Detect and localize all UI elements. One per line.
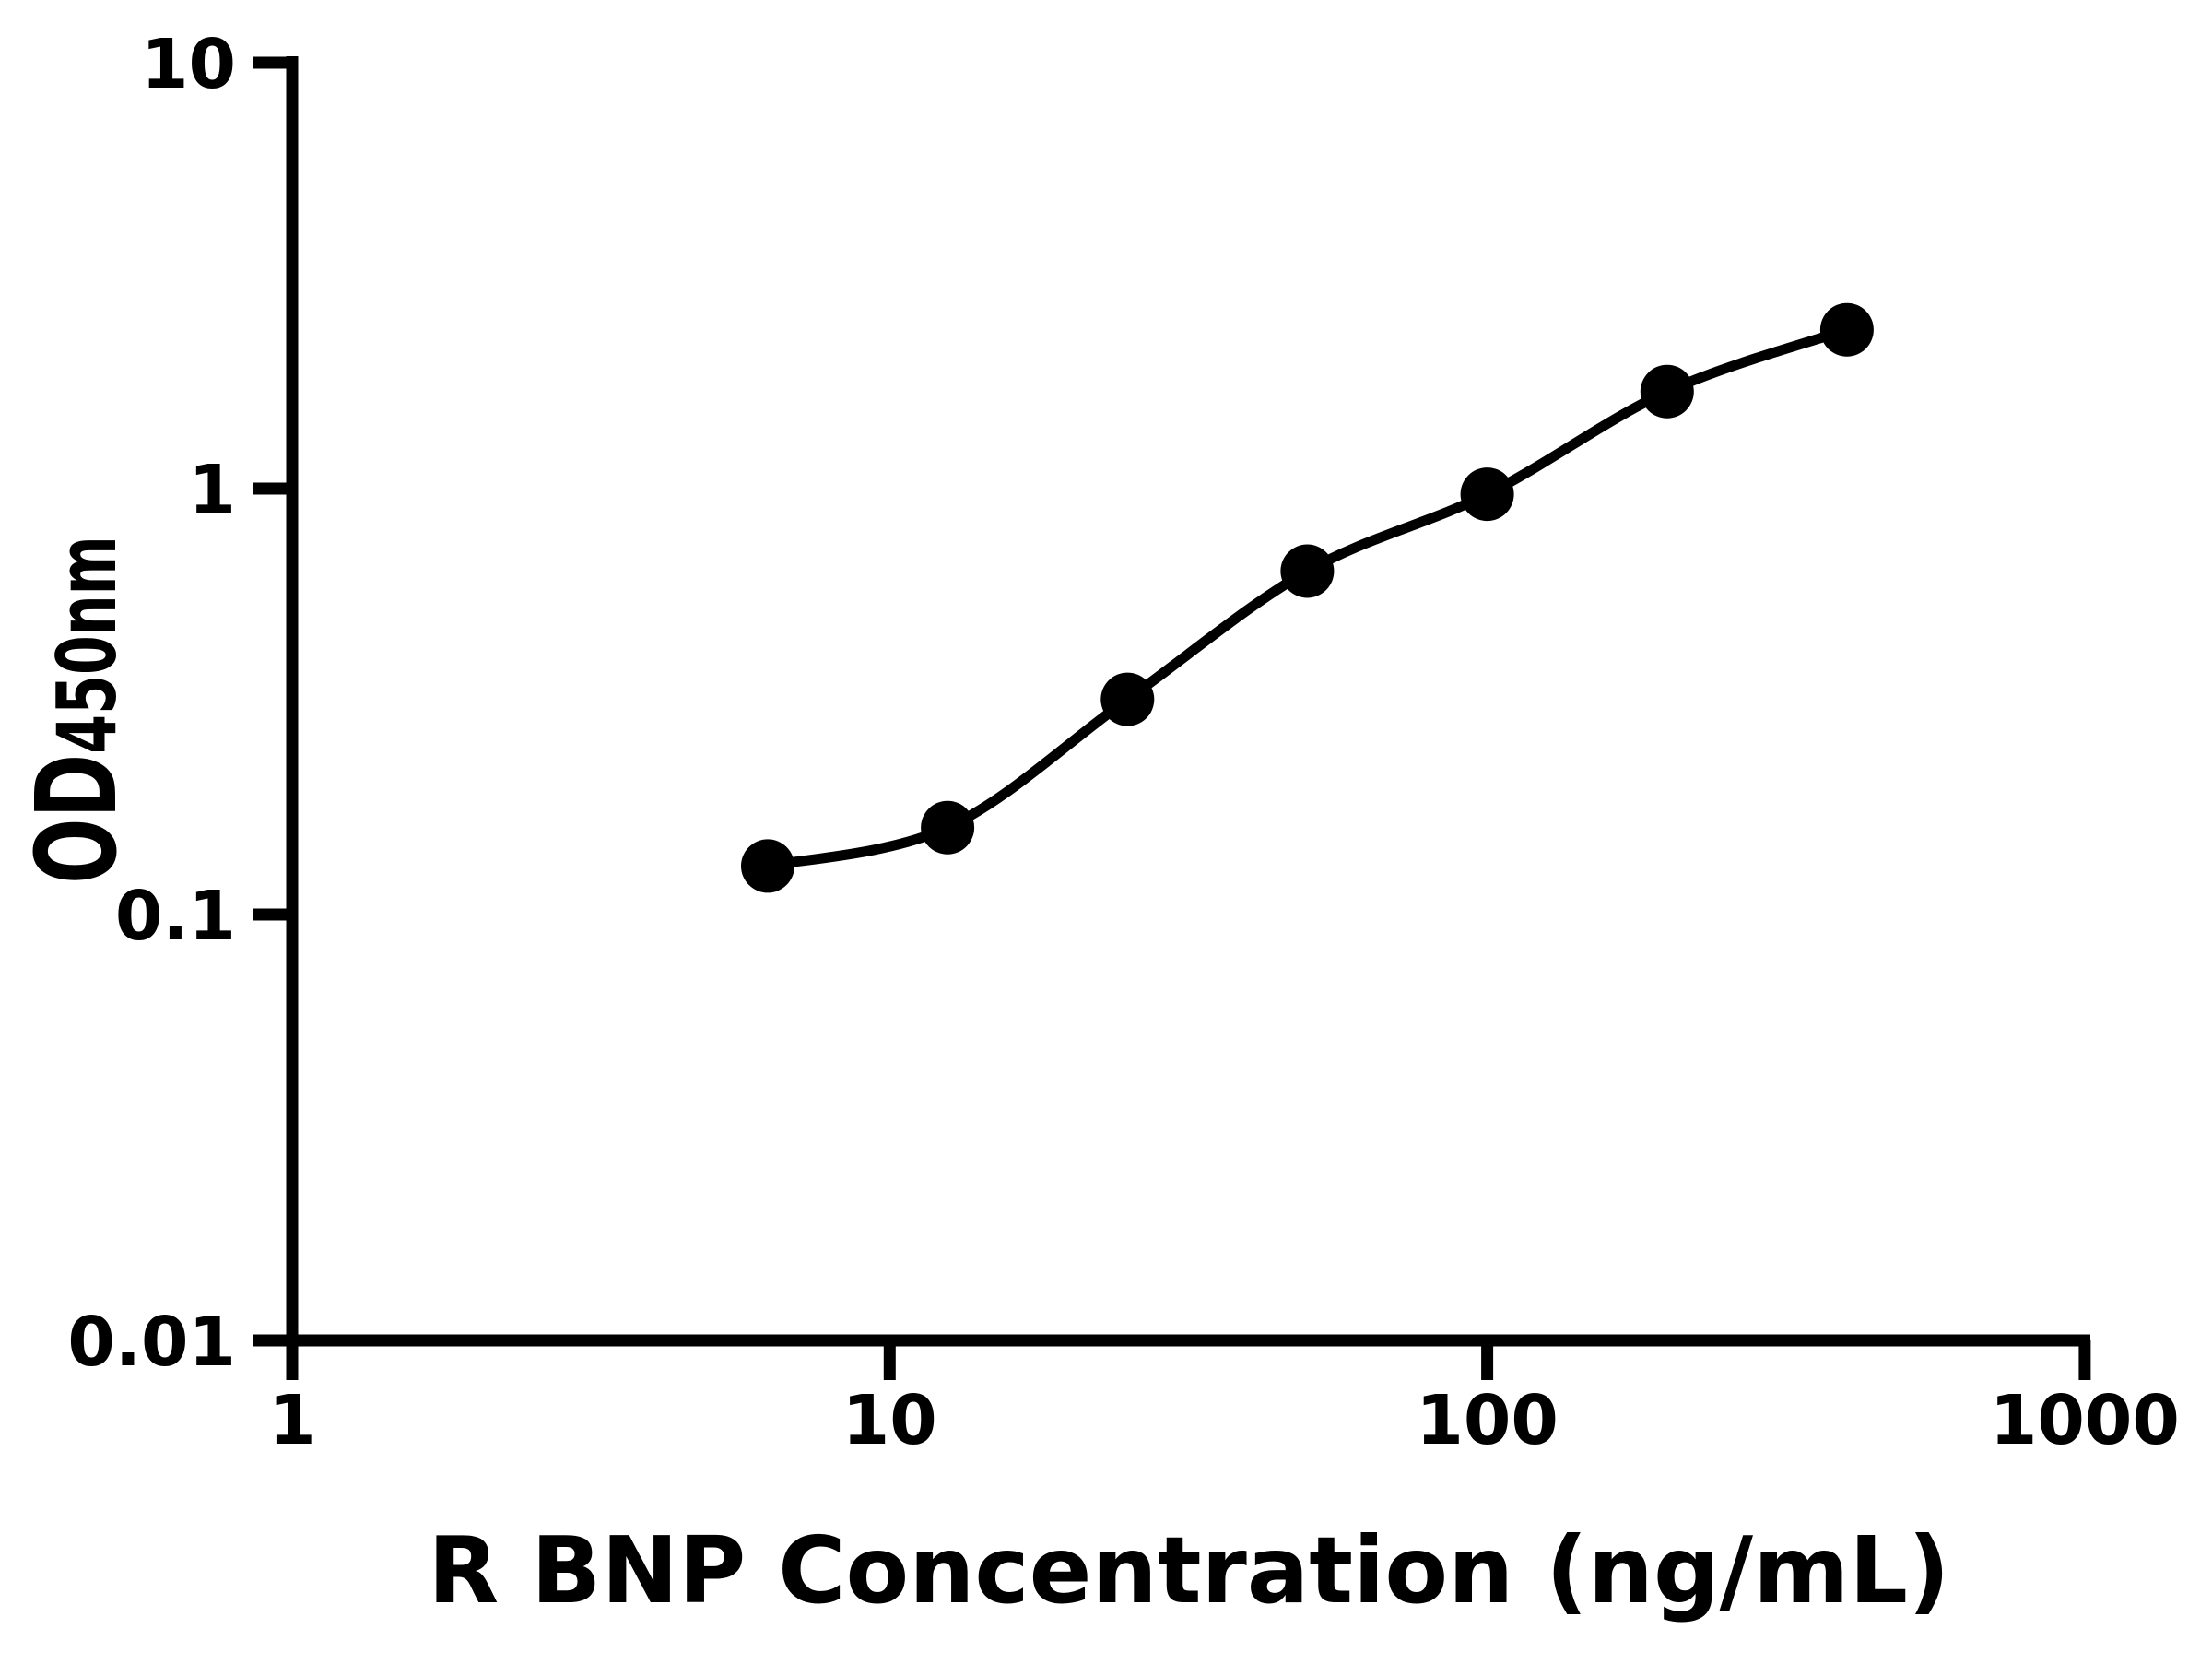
axes <box>253 56 2091 1380</box>
x-tick-label: 1 <box>268 1381 316 1460</box>
y-axis-title-base: OD <box>14 754 142 884</box>
data-point-marker <box>921 800 975 855</box>
x-axis-title: R BNP Concentration (ng/mL) <box>428 1516 1949 1624</box>
data-point-marker <box>1640 364 1694 419</box>
x-tick-label: 1000 <box>1990 1381 2180 1460</box>
data-point-marker <box>741 839 794 893</box>
data-point-marker <box>1819 302 1874 357</box>
x-tick-label: 10 <box>842 1381 937 1460</box>
data-point-markers <box>741 302 1874 893</box>
x-axis-tick-labels: 1 10 100 1000 <box>268 1381 2180 1460</box>
y-tick-label: 1 <box>189 451 237 530</box>
y-axis-tick-labels: 10 1 0.1 0.01 <box>67 25 236 1382</box>
data-point-marker <box>1100 672 1155 726</box>
y-tick-label: 10 <box>141 25 236 104</box>
data-point-marker <box>1460 467 1514 522</box>
y-axis-title-subscript: 450nm <box>41 536 135 754</box>
y-tick-label: 0.1 <box>115 877 236 956</box>
y-tick-label: 0.01 <box>67 1303 236 1382</box>
x-tick-label: 100 <box>1416 1381 1558 1460</box>
data-point-marker <box>1280 544 1335 598</box>
y-axis-title: OD450nm <box>14 536 142 884</box>
